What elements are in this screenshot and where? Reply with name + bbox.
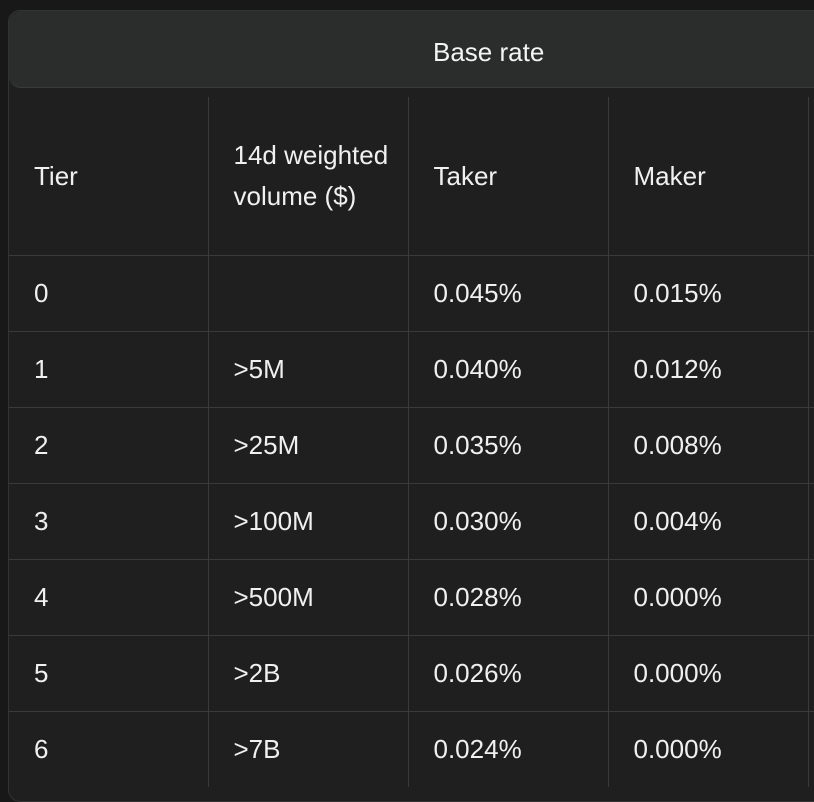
- cell-maker: 0.015%: [608, 255, 809, 332]
- column-header-tier: Tier: [9, 97, 209, 256]
- cell-volume: >7B: [208, 711, 409, 787]
- cell-tier: 6: [9, 711, 209, 787]
- cell-maker: 0.000%: [608, 635, 809, 712]
- column-header-volume: 14d weighted volume ($): [208, 97, 409, 256]
- table-header-row: Tier 14d weighted volume ($) Taker Maker: [9, 97, 814, 256]
- cell-extra: [808, 635, 814, 712]
- table-row: 6 >7B 0.024% 0.000%: [9, 711, 814, 788]
- table-row: 4 >500M 0.028% 0.000%: [9, 559, 814, 636]
- cell-extra: [808, 712, 814, 788]
- cell-volume: >100M: [208, 483, 409, 560]
- fee-tier-table: Tier 14d weighted volume ($) Taker Maker…: [9, 97, 814, 787]
- table-row: 2 >25M 0.035% 0.008%: [9, 407, 814, 484]
- cell-volume: >5M: [208, 331, 409, 408]
- cell-taker: 0.045%: [408, 255, 609, 332]
- cell-tier: 0: [9, 255, 209, 332]
- cell-maker: 0.012%: [608, 331, 809, 408]
- table-row: 5 >2B 0.026% 0.000%: [9, 635, 814, 712]
- cell-extra: [808, 559, 814, 636]
- cell-maker: 0.008%: [608, 407, 809, 484]
- cell-tier: 5: [9, 635, 209, 712]
- cell-taker: 0.026%: [408, 635, 609, 712]
- table-row: 3 >100M 0.030% 0.004%: [9, 483, 814, 560]
- cell-maker: 0.000%: [608, 711, 809, 787]
- cell-volume: >2B: [208, 635, 409, 712]
- cell-extra: [808, 331, 814, 408]
- cell-tier: 3: [9, 483, 209, 560]
- cell-taker: 0.024%: [408, 711, 609, 787]
- cell-tier: 1: [9, 331, 209, 408]
- cell-maker: 0.000%: [608, 559, 809, 636]
- cell-taker: 0.028%: [408, 559, 609, 636]
- table-row: 1 >5M 0.040% 0.012%: [9, 331, 814, 408]
- cell-extra: [808, 255, 814, 332]
- cell-maker: 0.004%: [608, 483, 809, 560]
- cell-taker: 0.035%: [408, 407, 609, 484]
- cell-extra: [808, 407, 814, 484]
- fee-table-panel: Base rate Tier 14d weighted volume ($) T…: [8, 10, 814, 802]
- column-header-taker: Taker: [408, 97, 609, 256]
- cell-taker: 0.030%: [408, 483, 609, 560]
- table-row: 0 0.045% 0.015%: [9, 255, 814, 332]
- column-header-extra: [808, 97, 814, 256]
- cell-taker: 0.040%: [408, 331, 609, 408]
- base-rate-label: Base rate: [433, 37, 545, 67]
- cell-volume: >500M: [208, 559, 409, 636]
- column-header-maker: Maker: [608, 97, 809, 256]
- cell-volume: >25M: [208, 407, 409, 484]
- cell-tier: 2: [9, 407, 209, 484]
- cell-extra: [808, 483, 814, 560]
- cell-volume: [208, 255, 409, 332]
- base-rate-group-header: Base rate: [9, 11, 814, 88]
- cell-tier: 4: [9, 559, 209, 636]
